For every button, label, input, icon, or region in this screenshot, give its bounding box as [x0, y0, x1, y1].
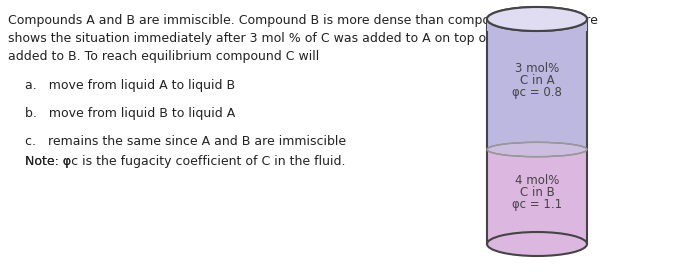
Text: Note: φ: Note: φ	[25, 155, 71, 168]
Text: c.   remains the same since A and B are immiscible: c. remains the same since A and B are im…	[25, 135, 346, 148]
Text: shows the situation immediately after 3 mol % of C was added to A on top of 4 mo: shows the situation immediately after 3 …	[8, 32, 575, 45]
Text: 4 mol%: 4 mol%	[515, 174, 559, 187]
Ellipse shape	[487, 142, 587, 157]
Polygon shape	[487, 19, 587, 31]
Polygon shape	[487, 150, 587, 244]
Text: C in B: C in B	[520, 186, 554, 199]
Ellipse shape	[487, 7, 587, 31]
Text: 3 mol%: 3 mol%	[515, 62, 559, 75]
Ellipse shape	[487, 142, 587, 157]
Text: φc = 1.1: φc = 1.1	[512, 198, 562, 211]
Text: Note: φᴄ is the fugacity coefficient of C in the fluid.: Note: φᴄ is the fugacity coefficient of …	[25, 155, 345, 168]
Text: b.   move from liquid B to liquid A: b. move from liquid B to liquid A	[25, 107, 235, 120]
Polygon shape	[487, 19, 587, 150]
Text: a.   move from liquid A to liquid B: a. move from liquid A to liquid B	[25, 79, 235, 92]
Text: added to B. To reach equilibrium compound C will: added to B. To reach equilibrium compoun…	[8, 50, 320, 63]
Ellipse shape	[487, 7, 587, 31]
Ellipse shape	[487, 232, 587, 256]
Text: C in A: C in A	[520, 74, 554, 87]
Text: φc = 0.8: φc = 0.8	[512, 86, 562, 99]
Text: Compounds A and B are immiscible. Compound B is more dense than compound A. The : Compounds A and B are immiscible. Compou…	[8, 14, 598, 27]
